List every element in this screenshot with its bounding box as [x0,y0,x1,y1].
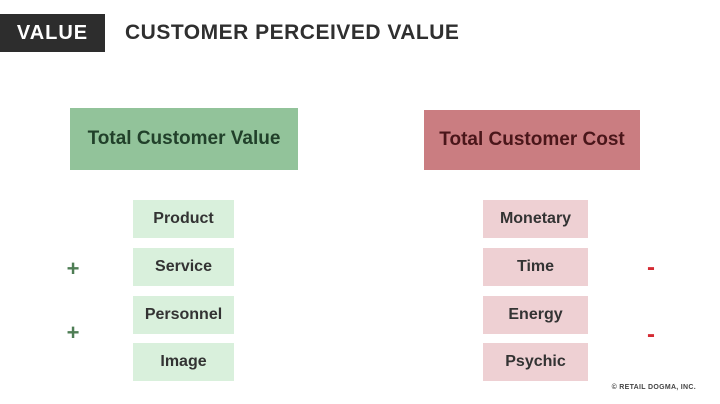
cost-item-monetary: Monetary [483,200,588,238]
value-item-image: Image [133,343,234,381]
value-item-service: Service [133,248,234,286]
value-item-personnel: Personnel [133,296,234,334]
copyright-notice: © RETAIL DOGMA, INC. [611,384,696,391]
value-item-product: Product [133,200,234,238]
page-title: CUSTOMER PERCEIVED VALUE [125,21,460,44]
total-customer-cost-header: Total Customer Cost [424,110,640,170]
cost-item-time: Time [483,248,588,286]
plus-icon: + [66,256,80,281]
plus-icon: + [66,320,80,345]
minus-icon: - [647,254,655,281]
minus-icon: - [647,321,655,348]
cost-item-psychic: Psychic [483,343,588,381]
cost-item-energy: Energy [483,296,588,334]
total-customer-value-header: Total Customer Value [70,108,298,170]
value-badge: VALUE [0,14,105,52]
